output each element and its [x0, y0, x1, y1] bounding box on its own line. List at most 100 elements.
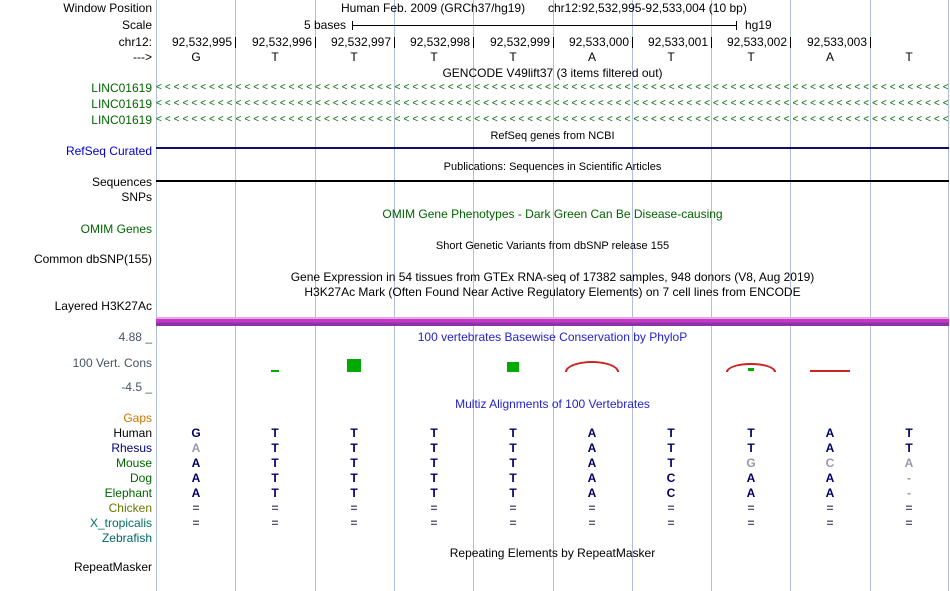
alignment-base: = [192, 516, 200, 530]
gencode-track-title[interactable]: GENCODE V49lift37 (3 items filtered out) [442, 66, 663, 80]
omim-track-title[interactable]: OMIM Gene Phenotypes - Dark Green Can Be… [382, 207, 723, 221]
species-label-rhesus[interactable]: Rhesus [111, 441, 152, 455]
alignment-base: A [191, 486, 201, 500]
alignment-base: T [747, 426, 755, 440]
reference-base: T [667, 50, 675, 64]
species-label-chicken[interactable]: Chicken [108, 501, 152, 515]
position-tick [473, 37, 474, 48]
alignment-base: G [191, 426, 201, 440]
gaps-row-label: Gaps [123, 411, 152, 425]
species-label-human[interactable]: Human [113, 426, 152, 440]
alignment-base: C [825, 456, 835, 470]
species-label-dog[interactable]: Dog [129, 471, 152, 485]
alignment-base: A [191, 441, 201, 455]
alignment-base: A [825, 486, 835, 500]
base-gridline [790, 0, 791, 591]
h3k27ac-track-label[interactable]: Layered H3K27Ac [54, 299, 152, 313]
omim-genes-label[interactable]: OMIM Genes [80, 222, 152, 236]
scale-bar-left-tick [352, 21, 353, 30]
base-gridline [156, 0, 157, 591]
phylop-track-label[interactable]: 100 Vert. Cons [72, 356, 152, 370]
species-label-zebrafish[interactable]: Zebrafish [101, 531, 152, 545]
alignment-base: T [430, 456, 438, 470]
position-tick [790, 37, 791, 48]
alignment-base: A [825, 471, 835, 485]
alignment-base: = [826, 501, 834, 515]
snps-track-label[interactable]: SNPs [121, 190, 152, 204]
alignment-base: = [667, 501, 675, 515]
sequences-track-label[interactable]: Sequences [91, 175, 152, 189]
gene-label-linc01619-3[interactable]: LINC01619 [91, 113, 152, 127]
base-gridline [553, 0, 554, 591]
alignment-base: T [271, 426, 279, 440]
multiz-track-title[interactable]: Multiz Alignments of 100 Vertebrates [455, 397, 650, 411]
reverse-strand-arrows[interactable]: <<<<<<<<<<<<<<<<<<<<<<<<<<<<<<<<<<<<<<<<… [156, 82, 949, 93]
alignment-base: T [509, 456, 517, 470]
refseq-track-title[interactable]: RefSeq genes from NCBI [490, 130, 615, 142]
alignment-base: T [509, 471, 517, 485]
alignment-base: T [905, 441, 913, 455]
species-label-mouse[interactable]: Mouse [115, 456, 152, 470]
reverse-strand-arrows[interactable]: <<<<<<<<<<<<<<<<<<<<<<<<<<<<<<<<<<<<<<<<… [156, 98, 949, 109]
gene-label-linc01619-1[interactable]: LINC01619 [91, 81, 152, 95]
h3k27ac-signal-bar[interactable] [156, 317, 949, 326]
alignment-base: A [746, 471, 756, 485]
alignment-base: A [587, 471, 597, 485]
position-tick [394, 37, 395, 48]
scale-bar [352, 25, 737, 26]
reference-base: A [825, 50, 834, 64]
position-tick [870, 37, 871, 48]
base-gridline [632, 0, 633, 591]
gene-label-linc01619-2[interactable]: LINC01619 [91, 97, 152, 111]
phylop-track-title[interactable]: 100 vertebrates Basewise Conservation by… [417, 330, 688, 344]
alignment-base: T [430, 486, 438, 500]
position-tick [711, 37, 712, 48]
chromosome-label: chr12: [118, 35, 152, 49]
gtex-track-title[interactable]: Gene Expression in 54 tissues from GTEx … [290, 270, 815, 284]
alignment-base: A [191, 471, 201, 485]
refseq-curated-label[interactable]: RefSeq Curated [65, 144, 152, 158]
alignment-base: = [430, 501, 438, 515]
alignment-base: T [430, 471, 438, 485]
alignment-base: C [666, 471, 676, 485]
phylop-max-value: 4.88 _ [118, 330, 152, 344]
alignment-base: A [587, 441, 597, 455]
reference-base: T [271, 50, 279, 64]
alignment-base: T [350, 456, 358, 470]
h3k27ac-track-title[interactable]: H3K27Ac Mark (Often Found Near Active Re… [304, 285, 801, 299]
position-tick [553, 37, 554, 48]
alignment-base: G [746, 456, 756, 470]
species-label-x_tropicalis[interactable]: X_tropicalis [89, 516, 152, 530]
position-label: 92,533,001 [647, 35, 708, 49]
dbsnp-track-title[interactable]: Short Genetic Variants from dbSNP releas… [435, 240, 670, 252]
alignment-base: = [271, 501, 279, 515]
alignment-base: = [350, 516, 358, 530]
base-gridline [315, 0, 316, 591]
publications-track-title[interactable]: Publications: Sequences in Scientific Ar… [443, 161, 662, 173]
reference-base: T [905, 50, 913, 64]
refseq-gene-item[interactable] [156, 147, 949, 149]
conservation-positive-bar [507, 362, 519, 372]
dbsnp-track-label[interactable]: Common dbSNP(155) [33, 252, 152, 266]
reference-base: G [191, 50, 201, 64]
alignment-base: = [826, 516, 834, 530]
position-label: 92,533,003 [806, 35, 867, 49]
alignment-base: T [271, 486, 279, 500]
repeatmasker-track-label[interactable]: RepeatMasker [73, 560, 152, 574]
sequences-track-item[interactable] [156, 180, 949, 182]
scale-bases-text: 5 bases [303, 18, 346, 32]
position-range: chr12:92,532,995-92,533,004 (10 bp) [548, 1, 747, 15]
base-gridline [235, 0, 236, 591]
repeatmasker-track-title[interactable]: Repeating Elements by RepeatMasker [449, 546, 656, 560]
alignment-base: - [907, 471, 911, 485]
window-position-label: Window Position [63, 1, 152, 15]
position-label: 92,533,002 [726, 35, 787, 49]
alignment-base: T [509, 486, 517, 500]
alignment-base: T [271, 441, 279, 455]
species-label-elephant[interactable]: Elephant [104, 486, 152, 500]
position-tick [235, 37, 236, 48]
reverse-strand-arrows[interactable]: <<<<<<<<<<<<<<<<<<<<<<<<<<<<<<<<<<<<<<<<… [156, 114, 949, 125]
alignment-base: T [905, 426, 913, 440]
reference-base: T [350, 50, 358, 64]
